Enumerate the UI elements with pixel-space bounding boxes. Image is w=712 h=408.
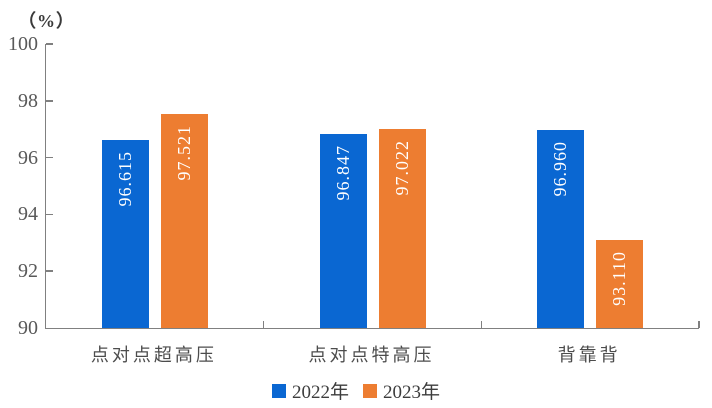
y-axis-tick bbox=[46, 43, 53, 45]
category-label-点对点特高压: 点对点特高压 bbox=[308, 345, 435, 365]
legend-swatch-icon bbox=[363, 383, 377, 398]
y-tick-label: 90 bbox=[18, 317, 38, 339]
bar-2023年-点对点超高压: 97.521 bbox=[160, 114, 208, 328]
bar-2022年-点对点特高压: 96.847 bbox=[319, 133, 367, 328]
legend-item-2022年: 2022年 bbox=[271, 377, 349, 404]
bar-2022年-背靠背: 96.960 bbox=[537, 130, 585, 328]
x-axis-tick bbox=[698, 321, 700, 328]
bar-value-label: 96.847 bbox=[332, 144, 353, 201]
y-axis-tick bbox=[46, 213, 53, 216]
legend: 2022年 2023年 bbox=[0, 377, 712, 404]
category-label-点对点超高压: 点对点超高压 bbox=[90, 345, 217, 365]
y-axis-unit-label: （%） bbox=[18, 11, 75, 31]
legend-label: 2023年 bbox=[383, 382, 441, 403]
y-tick-label: 98 bbox=[18, 89, 38, 112]
y-tick-label: 94 bbox=[18, 203, 38, 226]
plot-area: 96.615 97.521 96.847 97.022 96.960 93.110 bbox=[45, 43, 700, 329]
x-axis-tick bbox=[262, 321, 265, 328]
bar-value-label: 97.521 bbox=[173, 125, 194, 181]
legend-swatch-icon bbox=[271, 383, 286, 398]
y-tick-label: 96 bbox=[18, 146, 38, 169]
bar-2022年-点对点超高压: 96.615 bbox=[101, 140, 149, 328]
y-axis-tick bbox=[46, 100, 53, 102]
bar-2023年-背靠背: 93.110 bbox=[596, 239, 644, 328]
y-tick-label: 100 bbox=[8, 33, 38, 55]
bar-value-label: 97.022 bbox=[391, 139, 412, 196]
bar-value-label: 93.110 bbox=[609, 250, 630, 306]
legend-label: 2022年 bbox=[291, 382, 349, 403]
bar-value-label: 96.960 bbox=[550, 141, 571, 197]
x-axis-tick bbox=[480, 321, 483, 328]
bar-2023年-点对点特高压: 97.022 bbox=[378, 128, 426, 328]
y-axis-tick bbox=[46, 270, 53, 272]
legend-item-2023年: 2023年 bbox=[363, 377, 440, 404]
y-tick-label: 92 bbox=[18, 260, 38, 283]
category-label-背靠背: 背靠背 bbox=[557, 345, 621, 365]
y-axis-tick bbox=[46, 156, 53, 159]
bar-value-label: 96.615 bbox=[114, 151, 135, 207]
